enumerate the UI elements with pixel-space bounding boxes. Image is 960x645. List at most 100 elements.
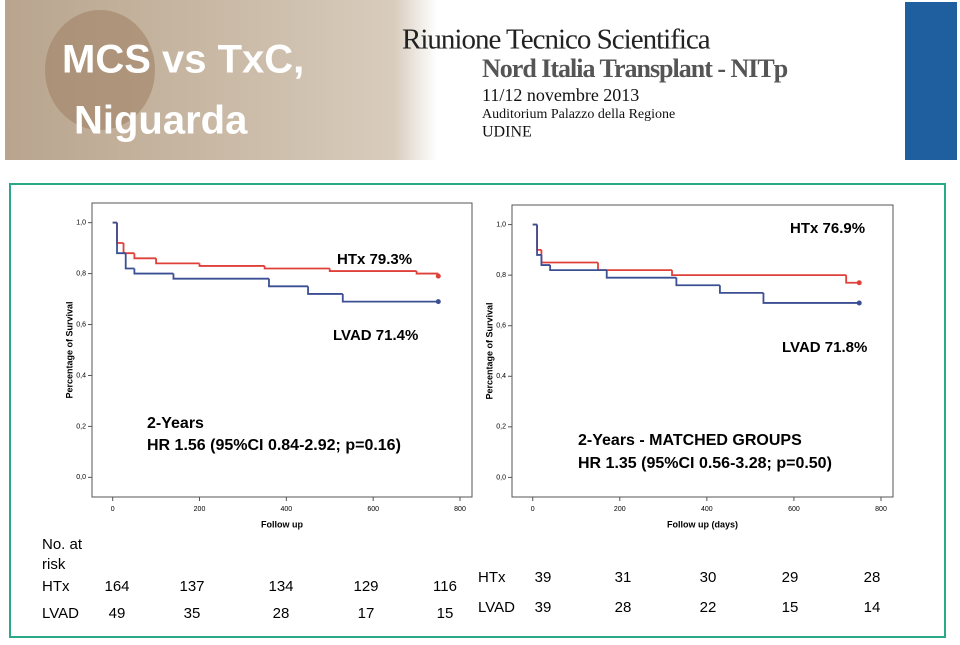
survival-step	[198, 263, 265, 267]
survival-step	[719, 285, 764, 294]
risk-count: 31	[615, 569, 632, 586]
survival-step	[328, 268, 417, 272]
y-tick-label: 0,4	[76, 372, 86, 379]
survival-step	[341, 293, 439, 303]
survival-step	[133, 268, 174, 275]
annotation: HR 1.35 (95%CI 0.56-3.28; p=0.50)	[578, 455, 832, 472]
x-tick-label: 200	[194, 506, 206, 513]
risk-count: 14	[864, 599, 881, 616]
risk-count: 15	[782, 599, 799, 616]
y-tick-label: 0,8	[496, 272, 506, 279]
x-axis-label: Follow up	[261, 519, 303, 529]
risk-count: 39	[535, 599, 552, 616]
y-tick-label: 0,6	[76, 321, 86, 328]
survival-step	[762, 292, 860, 304]
plot-frame	[91, 202, 473, 498]
risk-count: 134	[268, 578, 293, 595]
x-tick-label: 0	[111, 506, 115, 513]
slide-title: MCS vs TxC,	[62, 38, 304, 82]
survival-step	[122, 243, 135, 255]
y-tick-label: 0,6	[496, 323, 506, 330]
annotation: LVAD 71.4%	[333, 327, 418, 344]
end-marker	[856, 280, 862, 286]
risk-count: 116	[433, 578, 457, 595]
y-axis-label: Percentage of Survival	[64, 301, 74, 398]
y-tick-label: 1,0	[76, 219, 86, 226]
annotation: 2-Years - MATCHED GROUPS	[578, 432, 802, 449]
organization: Nord Italia Transplant - NITp	[482, 54, 788, 83]
end-marker	[435, 299, 441, 305]
risk-count: 35	[184, 605, 201, 622]
risk-row-label: HTx	[478, 569, 506, 586]
y-tick-label: 0,2	[76, 423, 86, 430]
risk-count: 22	[700, 599, 717, 616]
risk-row-label: LVAD	[42, 605, 79, 622]
risk-count: 137	[179, 578, 204, 595]
risk-count: 15	[437, 605, 454, 622]
survival-step	[845, 275, 860, 284]
date: 11/12 novembre 2013	[482, 85, 639, 105]
x-tick-label: 0	[531, 506, 535, 513]
y-tick-label: 0,0	[496, 474, 506, 481]
survival-step	[263, 265, 330, 270]
annotation: HR 1.56 (95%CI 0.84-2.92; p=0.16)	[147, 437, 401, 454]
survival-step	[605, 270, 677, 279]
annotation: LVAD 71.8%	[782, 339, 867, 356]
y-tick-label: 1,0	[496, 221, 506, 228]
slide-title: Niguarda	[74, 99, 248, 143]
hands	[45, 10, 155, 130]
survival-step	[597, 262, 673, 271]
survival-step	[671, 270, 847, 277]
risk-count: 30	[700, 569, 717, 586]
x-axis-label: Follow up (days)	[667, 519, 738, 529]
annotation: 2-Years	[147, 415, 204, 432]
blue-block	[905, 2, 957, 160]
survival-step	[172, 273, 269, 280]
x-tick-label: 600	[788, 506, 800, 513]
x-tick-label: 400	[701, 506, 713, 513]
risk-count: 39	[535, 569, 552, 586]
survival-step	[536, 224, 542, 256]
survival-step	[116, 222, 124, 244]
risk-count: 129	[353, 578, 378, 595]
content-frame	[9, 183, 946, 638]
survival-step	[540, 254, 551, 266]
x-tick-label: 200	[614, 506, 626, 513]
y-tick-label: 0,2	[496, 424, 506, 431]
risk-count: 28	[615, 599, 632, 616]
risk-count: 28	[273, 605, 290, 622]
survival-step	[415, 271, 439, 275]
survival-step	[155, 258, 200, 265]
x-tick-label: 800	[454, 506, 466, 513]
risk-count: 29	[782, 569, 799, 586]
risk-count: 17	[358, 605, 375, 622]
survival-step	[124, 253, 135, 270]
x-tick-label: 800	[875, 506, 887, 513]
risk-count: 28	[864, 569, 881, 586]
end-marker	[856, 300, 862, 306]
survival-step	[133, 253, 157, 260]
plot-frame	[511, 204, 894, 498]
survival-step	[540, 249, 599, 264]
survival-step	[116, 222, 126, 255]
risk-count: 49	[109, 605, 126, 622]
annotation: HTx 79.3%	[337, 251, 412, 268]
survival-step	[675, 277, 720, 287]
risk-count: 164	[104, 578, 129, 595]
y-tick-label: 0,4	[496, 373, 506, 380]
venue: Auditorium Palazzo della Regione	[482, 107, 675, 122]
survival-step	[307, 286, 343, 295]
survival-step	[549, 265, 607, 271]
x-tick-label: 600	[367, 506, 379, 513]
survival-step	[268, 278, 309, 288]
meeting: Riunione Tecnico Scientifica	[402, 24, 711, 56]
risk-header: No. at risk	[42, 536, 83, 573]
annotation: HTx 76.9%	[790, 220, 865, 237]
risk-row-label: HTx	[42, 578, 70, 595]
y-tick-label: 0,0	[76, 474, 86, 481]
y-axis-label: Percentage of Survival	[484, 302, 494, 399]
end-marker	[435, 273, 441, 279]
y-tick-label: 0,8	[76, 270, 86, 277]
